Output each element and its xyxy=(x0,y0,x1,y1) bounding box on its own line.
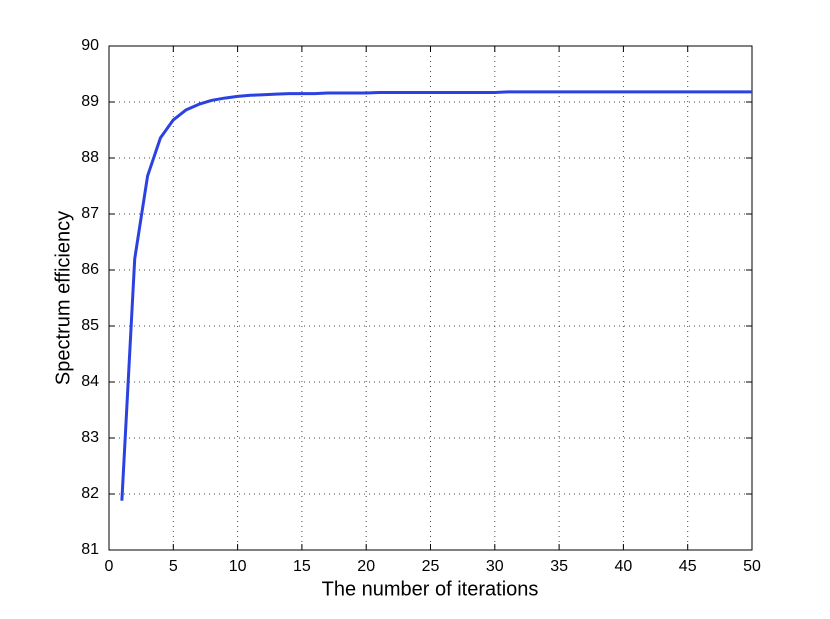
x-tick-label: 15 xyxy=(293,558,311,575)
y-tick-label: 83 xyxy=(81,429,99,446)
y-tick-label: 89 xyxy=(81,93,99,110)
data-line xyxy=(120,90,752,501)
x-tick-label: 40 xyxy=(615,558,633,575)
plot-frame xyxy=(108,45,753,551)
x-tick-label: 10 xyxy=(229,558,247,575)
y-axis-label: Spectrum efficiency xyxy=(52,211,74,385)
y-tick-label: 81 xyxy=(81,541,99,558)
x-tick-label: 50 xyxy=(743,558,761,575)
y-tick-label: 88 xyxy=(81,149,99,166)
x-tick-label: 30 xyxy=(486,558,504,575)
y-tick-label: 84 xyxy=(81,373,99,390)
y-tick-label: 85 xyxy=(81,317,99,334)
x-tick-label: 5 xyxy=(169,558,178,575)
y-tick-label: 82 xyxy=(81,485,99,502)
x-tick-label: 25 xyxy=(422,558,440,575)
y-tick-label: 90 xyxy=(81,37,99,54)
x-axis-label: The number of iterations xyxy=(322,578,539,600)
y-tick-label: 86 xyxy=(81,261,99,278)
y-tick-label: 87 xyxy=(81,205,99,222)
x-tick-label: 45 xyxy=(679,558,697,575)
x-tick-label: 0 xyxy=(105,558,114,575)
x-tick-label: 20 xyxy=(357,558,375,575)
x-tick-label: 35 xyxy=(550,558,568,575)
